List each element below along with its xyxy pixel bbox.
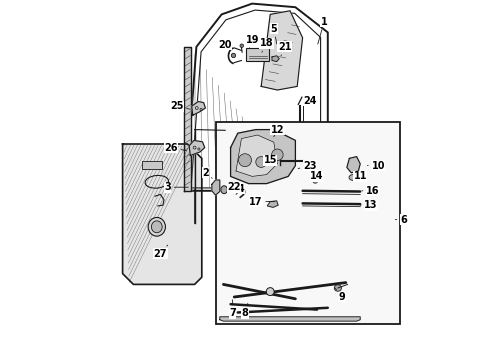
Text: 13: 13 bbox=[360, 200, 378, 210]
Polygon shape bbox=[347, 157, 360, 173]
Ellipse shape bbox=[256, 157, 267, 167]
Ellipse shape bbox=[148, 217, 166, 236]
Text: 3: 3 bbox=[164, 182, 188, 192]
Text: 15: 15 bbox=[264, 155, 281, 165]
Polygon shape bbox=[192, 102, 205, 115]
Text: 17: 17 bbox=[249, 197, 274, 207]
Text: 25: 25 bbox=[170, 101, 190, 111]
Text: 7: 7 bbox=[229, 300, 236, 318]
Bar bbox=[143, 161, 162, 169]
Polygon shape bbox=[268, 201, 278, 207]
Text: 16: 16 bbox=[362, 186, 380, 196]
Text: 8: 8 bbox=[242, 303, 248, 318]
Text: 12: 12 bbox=[270, 125, 284, 137]
Ellipse shape bbox=[271, 149, 283, 161]
Polygon shape bbox=[272, 56, 279, 62]
Polygon shape bbox=[236, 135, 277, 176]
Text: 27: 27 bbox=[154, 245, 168, 259]
Bar bbox=[216, 122, 400, 324]
Text: 22: 22 bbox=[227, 182, 241, 192]
Polygon shape bbox=[220, 317, 360, 321]
Ellipse shape bbox=[231, 53, 236, 58]
Polygon shape bbox=[184, 47, 191, 191]
Ellipse shape bbox=[266, 288, 274, 296]
Ellipse shape bbox=[239, 154, 251, 167]
Text: 5: 5 bbox=[270, 24, 277, 44]
Ellipse shape bbox=[221, 186, 227, 194]
Text: 24: 24 bbox=[303, 96, 317, 106]
Ellipse shape bbox=[240, 44, 244, 48]
Ellipse shape bbox=[334, 285, 342, 291]
Text: 11: 11 bbox=[353, 171, 367, 181]
Text: 10: 10 bbox=[368, 161, 385, 171]
Ellipse shape bbox=[151, 221, 162, 233]
Text: 9: 9 bbox=[335, 288, 345, 302]
Polygon shape bbox=[212, 180, 220, 195]
Text: 26: 26 bbox=[165, 143, 187, 153]
Text: 2: 2 bbox=[202, 168, 212, 178]
Polygon shape bbox=[122, 144, 202, 284]
Polygon shape bbox=[189, 140, 205, 156]
Text: 21: 21 bbox=[278, 42, 292, 56]
Text: 18: 18 bbox=[260, 38, 273, 52]
Bar bbox=[246, 48, 270, 61]
Text: 4: 4 bbox=[236, 184, 245, 194]
Text: 20: 20 bbox=[219, 40, 232, 53]
Text: 19: 19 bbox=[245, 35, 259, 48]
Text: 6: 6 bbox=[395, 215, 407, 225]
Ellipse shape bbox=[349, 175, 357, 180]
Polygon shape bbox=[261, 11, 303, 90]
Text: 1: 1 bbox=[318, 17, 328, 44]
Text: 14: 14 bbox=[310, 171, 324, 181]
Text: 23: 23 bbox=[298, 161, 317, 171]
Ellipse shape bbox=[313, 178, 318, 183]
Polygon shape bbox=[231, 130, 295, 184]
